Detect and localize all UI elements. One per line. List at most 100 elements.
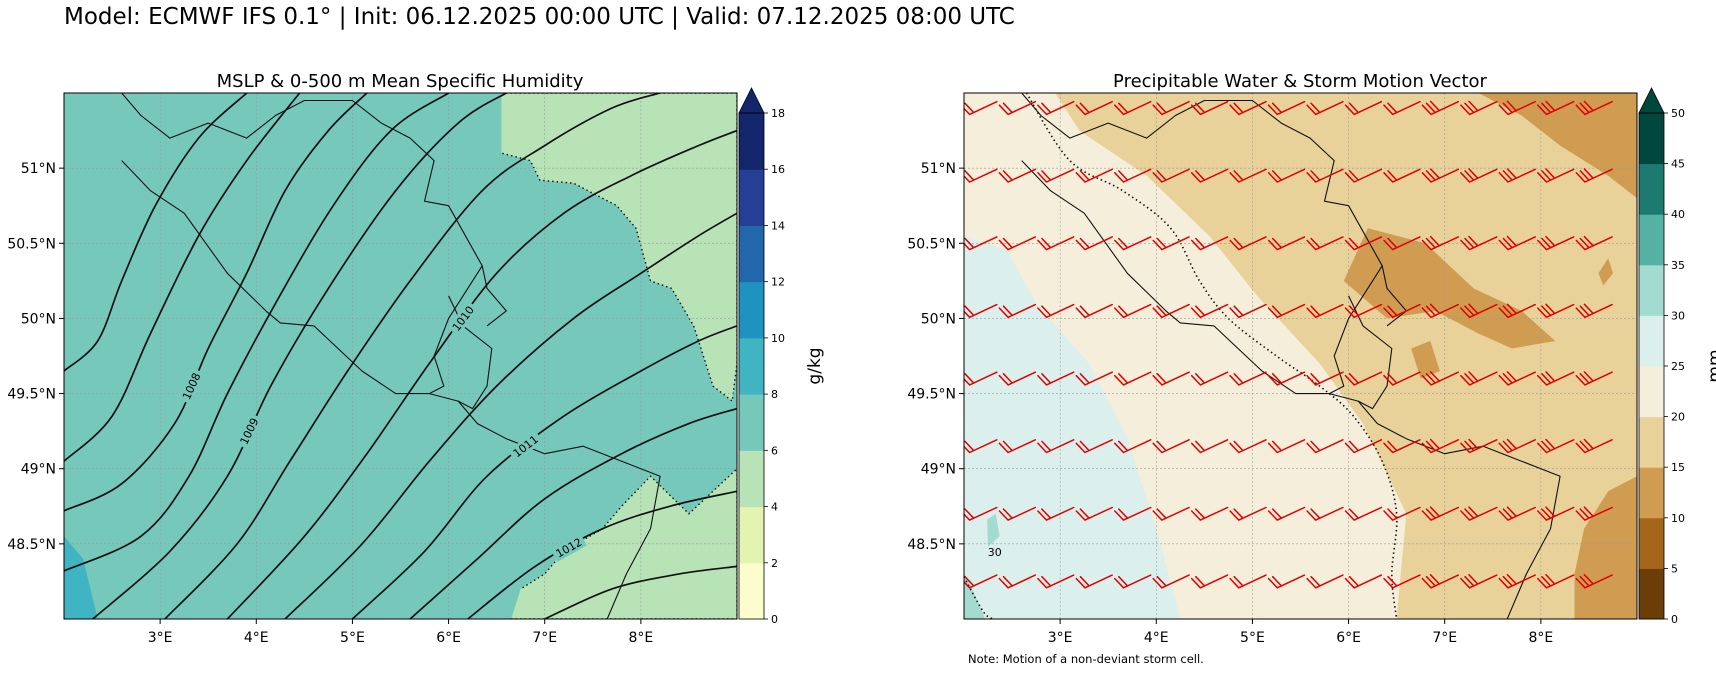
colorbar-segment bbox=[1639, 315, 1664, 367]
pwat-fill-region bbox=[1478, 93, 1637, 199]
storm-motion-barb bbox=[1152, 371, 1190, 386]
storm-motion-barb bbox=[1383, 303, 1421, 319]
storm-motion-barb bbox=[998, 236, 1037, 251]
panel-humidity-title: MSLP & 0-500 m Mean Specific Humidity bbox=[217, 71, 584, 92]
storm-motion-barb bbox=[964, 236, 998, 251]
colorbar-frame bbox=[738, 112, 765, 620]
isobar-line bbox=[226, 129, 737, 619]
x-tick-label: 4°E bbox=[244, 630, 269, 646]
isobar-line bbox=[64, 93, 301, 462]
storm-motion-barb bbox=[1575, 574, 1613, 589]
colorbar-segment bbox=[1639, 113, 1664, 165]
storm-motion-barb bbox=[1229, 439, 1267, 454]
colorbar-segment bbox=[1639, 416, 1664, 468]
colorbar-tick-label: 8 bbox=[771, 388, 778, 401]
storm-motion-barb bbox=[1190, 303, 1229, 319]
storm-motion-barb bbox=[1460, 235, 1498, 251]
colorbar-tick-label: 50 bbox=[1671, 107, 1685, 120]
storm-motion-barb bbox=[1267, 303, 1306, 319]
storm-motion-barb bbox=[1114, 574, 1152, 589]
storm-motion-barb bbox=[1037, 303, 1075, 319]
storm-motion-barb bbox=[998, 100, 1037, 116]
figure-suptitle: Model: ECMWF IFS 0.1° | Init: 06.12.2025… bbox=[64, 4, 1015, 30]
colorbar-tick-label: 40 bbox=[1671, 208, 1685, 221]
country-border-1 bbox=[1021, 160, 1330, 395]
storm-motion-barb bbox=[1190, 371, 1229, 386]
storm-motion-barb bbox=[1460, 506, 1498, 521]
storm-motion-barb bbox=[964, 371, 998, 386]
country-border-4 bbox=[1381, 265, 1407, 327]
colorbar-extend-arrow bbox=[738, 87, 765, 114]
pwat-fill-region bbox=[1598, 258, 1613, 286]
pwat-fill-region bbox=[987, 513, 1000, 547]
y-tick-label: 50°N bbox=[21, 311, 56, 327]
pwat-contour-label: 30 bbox=[988, 546, 1002, 559]
x-tick-label: 8°E bbox=[628, 630, 653, 646]
storm-motion-barb bbox=[1190, 506, 1229, 521]
colorbar-label: g/kg bbox=[805, 347, 825, 384]
storm-motion-barb bbox=[1190, 574, 1229, 589]
colorbar-tick-label: 10 bbox=[771, 332, 785, 345]
storm-motion-barb bbox=[1575, 303, 1613, 319]
storm-motion-barb bbox=[1152, 100, 1190, 116]
storm-motion-barb bbox=[1498, 303, 1536, 319]
colorbar-segment bbox=[1639, 264, 1664, 316]
x-tick-label: 3°E bbox=[1048, 630, 1073, 646]
storm-motion-barb bbox=[1421, 371, 1460, 386]
colorbar-segment bbox=[739, 169, 764, 226]
storm-motion-barb bbox=[1421, 168, 1460, 183]
colorbar-tick-label: 6 bbox=[771, 444, 778, 457]
storm-motion-barb bbox=[1460, 438, 1498, 454]
panel-pwat: Precipitable Water & Storm Motion Vector… bbox=[907, 71, 1716, 646]
storm-motion-barb bbox=[1152, 168, 1190, 183]
y-tick-label: 49°N bbox=[921, 462, 956, 478]
isobar-label-bg bbox=[178, 367, 205, 405]
storm-motion-barb bbox=[1114, 371, 1152, 386]
storm-motion-barb bbox=[1114, 439, 1152, 454]
isobar-label-bg bbox=[447, 300, 479, 337]
storm-motion-barb bbox=[1344, 236, 1383, 251]
storm-motion-barb bbox=[1037, 506, 1075, 521]
y-tick-label: 49.5°N bbox=[7, 387, 56, 403]
storm-motion-barb bbox=[1114, 168, 1152, 183]
colorbar-tick-label: 4 bbox=[771, 501, 778, 514]
storm-motion-barb bbox=[1037, 236, 1075, 251]
storm-motion-barb bbox=[964, 100, 998, 116]
colorbar-tick-label: 5 bbox=[1671, 562, 1678, 575]
colorbar-segment bbox=[1639, 517, 1664, 569]
storm-motion-barb bbox=[1037, 100, 1075, 116]
storm-motion-barb bbox=[1460, 303, 1498, 319]
storm-motion-barb bbox=[1152, 303, 1190, 319]
storm-motion-barb bbox=[998, 371, 1037, 386]
storm-motion-barb bbox=[1383, 506, 1421, 521]
storm-motion-barb bbox=[1537, 100, 1575, 116]
storm-motion-barb bbox=[1383, 236, 1421, 251]
storm-motion-barb bbox=[1537, 574, 1575, 589]
storm-motion-barb bbox=[1460, 100, 1498, 116]
storm-motion-barb bbox=[1229, 574, 1267, 589]
storm-motion-barb bbox=[1267, 371, 1306, 386]
storm-motion-barb bbox=[1421, 506, 1460, 521]
storm-motion-barb bbox=[1075, 236, 1113, 251]
y-tick-label: 51°N bbox=[921, 161, 956, 177]
isobar-line bbox=[544, 565, 737, 619]
storm-motion-barb bbox=[1037, 371, 1075, 386]
country-border-1 bbox=[121, 160, 430, 395]
storm-motion-barb bbox=[1383, 100, 1421, 116]
storm-motion-barb bbox=[1267, 100, 1306, 116]
x-tick-label: 7°E bbox=[1432, 630, 1457, 646]
storm-motion-barb bbox=[1075, 439, 1113, 454]
storm-motion-barb bbox=[998, 168, 1037, 183]
storm-motion-barb bbox=[964, 303, 998, 319]
colorbar-tick-label: 14 bbox=[771, 219, 785, 232]
colorbar-tick-label: 0 bbox=[771, 613, 778, 626]
pwat-fill-region bbox=[1343, 228, 1556, 349]
storm-motion-barb bbox=[1306, 574, 1344, 589]
storm-motion-barb bbox=[1421, 438, 1460, 454]
storm-motion-barb bbox=[1306, 303, 1344, 319]
storm-motion-barb bbox=[1575, 371, 1613, 386]
storm-motion-barb bbox=[1460, 168, 1498, 183]
storm-motion-barb bbox=[1344, 168, 1383, 183]
storm-motion-barb bbox=[1421, 574, 1460, 589]
panel-pwat-frame bbox=[963, 92, 1638, 620]
